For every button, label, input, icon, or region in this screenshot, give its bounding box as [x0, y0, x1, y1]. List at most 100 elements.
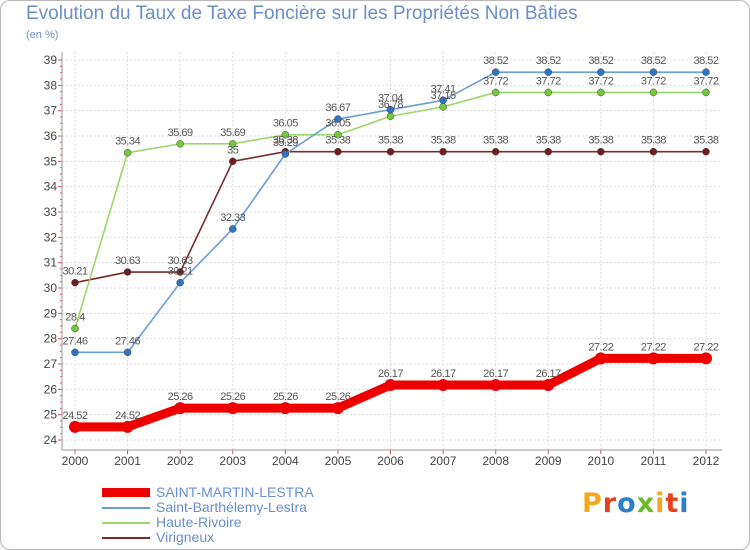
- data-point: [649, 68, 658, 76]
- x-tick-label: 2011: [641, 454, 667, 468]
- logo-letter: i: [679, 488, 690, 519]
- y-tick-label: 29: [44, 306, 58, 320]
- logo-letter: i: [655, 488, 666, 519]
- x-tick-label: 2009: [535, 454, 562, 468]
- data-label: 36.05: [273, 118, 298, 130]
- data-point: [700, 352, 712, 365]
- data-point: [226, 402, 239, 415]
- data-label: 27.46: [115, 335, 140, 347]
- data-label: 35.69: [168, 127, 193, 139]
- data-point: [491, 88, 500, 97]
- data-point: [123, 348, 132, 357]
- data-label: 36.78: [378, 99, 403, 111]
- data-label: 38.52: [536, 55, 561, 67]
- data-point: [437, 379, 450, 392]
- data-point: [71, 348, 79, 357]
- data-label: 38.52: [693, 55, 718, 67]
- y-tick-label: 34: [44, 180, 58, 194]
- data-point: [489, 379, 502, 392]
- data-label: 27.22: [693, 341, 718, 353]
- data-label: 35: [227, 144, 239, 156]
- x-tick-label: 2010: [587, 454, 614, 468]
- y-tick-label: 27: [44, 357, 58, 371]
- data-label: 37.72: [588, 75, 613, 87]
- data-label: 35.69: [220, 127, 245, 139]
- logo-letter: x: [636, 488, 656, 519]
- data-label: 27.22: [641, 341, 666, 353]
- proxiti-logo: Proxiti: [582, 488, 690, 519]
- x-tick-label: 2007: [430, 454, 457, 468]
- data-point: [544, 88, 552, 97]
- data-point: [331, 402, 344, 415]
- logo-letter: o: [617, 488, 637, 519]
- y-tick-label: 32: [44, 230, 58, 244]
- data-label: 30.21: [62, 266, 87, 278]
- data-label: 35.38: [536, 135, 561, 147]
- data-label: 27.22: [588, 341, 613, 353]
- data-point: [123, 148, 132, 157]
- x-tick-label: 2006: [377, 454, 404, 468]
- data-label: 37.15: [431, 90, 456, 102]
- x-tick-label: 2003: [219, 454, 246, 468]
- y-axis-unit: (en %): [26, 29, 59, 41]
- y-tick-label: 37: [44, 104, 58, 118]
- x-tick-label: 2000: [62, 454, 89, 468]
- data-point: [229, 157, 237, 166]
- y-tick-label: 39: [44, 53, 58, 67]
- data-label: 26.17: [536, 368, 561, 380]
- data-point: [544, 147, 552, 156]
- data-point: [69, 420, 81, 433]
- data-label: 37.72: [641, 75, 666, 87]
- y-tick-label: 28: [44, 332, 58, 346]
- data-label: 24.52: [62, 410, 87, 422]
- logo-letter: P: [582, 488, 603, 519]
- y-tick-label: 26: [44, 382, 58, 396]
- data-label: 27.46: [62, 335, 87, 347]
- data-label: 26.17: [431, 368, 456, 380]
- data-point: [123, 268, 132, 276]
- data-label: 25.26: [220, 391, 245, 403]
- data-label: 35.38: [483, 135, 508, 147]
- x-tick-label: 2008: [482, 454, 509, 468]
- chart-title: Evolution du Taux de Taxe Foncière sur l…: [26, 3, 578, 24]
- data-point: [176, 268, 184, 276]
- data-point: [334, 115, 342, 123]
- series-lines: [69, 68, 712, 433]
- data-point: [491, 68, 500, 76]
- data-label: 38.52: [483, 55, 508, 67]
- data-point: [439, 147, 447, 156]
- data-label: 35.38: [325, 135, 350, 147]
- legend-swatch: [102, 521, 150, 524]
- data-point: [174, 402, 187, 415]
- legend-label: SAINT-MARTIN-LESTRA: [156, 484, 314, 500]
- data-point: [121, 420, 134, 433]
- data-point: [544, 68, 552, 76]
- data-point: [439, 96, 447, 105]
- data-label: 35.38: [693, 135, 718, 147]
- x-tick-label: 2012: [693, 454, 720, 468]
- legend-swatch: [102, 488, 150, 497]
- data-point: [281, 150, 290, 158]
- legend-swatch: [102, 506, 150, 509]
- y-tick-label: 38: [44, 78, 58, 92]
- data-label: 25.26: [325, 391, 350, 403]
- data-label: 35.38: [588, 135, 613, 147]
- data-label: 35.38: [641, 135, 666, 147]
- data-label: 38.52: [588, 55, 613, 67]
- data-point: [647, 352, 660, 365]
- x-tick-label: 2002: [167, 454, 194, 468]
- data-label: 35.38: [431, 135, 456, 147]
- data-label: 32.33: [220, 212, 245, 224]
- x-tick-label: 2001: [114, 454, 141, 468]
- data-point: [702, 88, 710, 97]
- data-point: [384, 379, 397, 392]
- y-tick-label: 25: [44, 408, 58, 422]
- data-point: [702, 147, 710, 156]
- data-label: 26.17: [483, 368, 508, 380]
- data-point: [702, 68, 710, 76]
- x-tick-label: 2005: [325, 454, 352, 468]
- data-label: 35.38: [378, 135, 403, 147]
- data-label: 28.4: [65, 312, 85, 324]
- data-point: [229, 140, 237, 148]
